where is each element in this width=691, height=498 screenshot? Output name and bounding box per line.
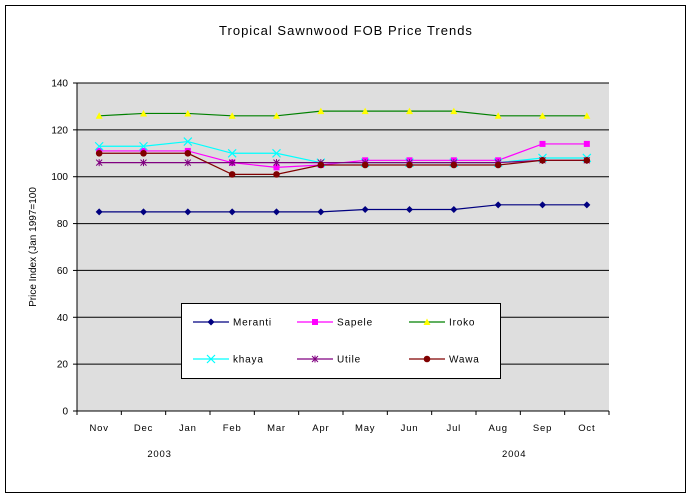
khaya-point [183,137,193,146]
khaya-point [272,148,281,158]
wawa-point [317,161,325,169]
meranti-point [539,201,546,209]
series-wawa [95,149,591,178]
wawa-point [184,149,192,157]
iroko-point [317,107,325,115]
utile-point [95,159,103,167]
utile-point [228,159,236,167]
x-tick-label: Mar [267,423,286,434]
year-labels: 2003 2004 [147,449,526,460]
meranti-point [95,208,103,216]
utile-point [184,159,192,167]
y-tick-label: 140 [51,79,68,90]
axes [73,82,610,415]
x-tick-label: Nov [90,423,109,434]
wawa-point [361,161,369,169]
y-tick-label: 20 [57,360,69,371]
iroko-point [184,109,192,117]
x-tick-label: May [355,423,375,434]
x-tick-label: Apr [312,423,329,434]
wawa-point [95,149,103,157]
x-tick-labels: Nov Dec Jan Feb Mar Apr May Jun Jul Aug Sep Oct [90,423,595,434]
iroko-point [494,112,502,119]
wawa-point [583,157,591,164]
x-tick-label: Jul [447,423,462,434]
x-tick-label: Dec [134,423,153,434]
y-tick-labels: 0 20 40 60 80 100 120 140 [51,79,68,418]
khaya-point [227,148,237,158]
meranti-point [361,206,369,214]
iroko-point [95,112,103,119]
y-tick-label: 40 [57,313,69,324]
iroko-point [361,107,369,115]
iroko-point [273,112,280,119]
year-label: 2003 [147,449,171,460]
iroko-point [228,112,236,119]
y-tick-label: 0 [62,407,68,418]
chart-title: Tropical Sawnwood FOB Price Trends [219,23,473,38]
x-tick-label: Aug [489,423,508,434]
iroko-point [140,109,147,117]
wawa-point [450,161,458,169]
iroko-line [99,110,587,117]
meranti-point [317,208,325,216]
utile-line [99,159,587,164]
khaya-point [139,141,148,151]
meranti-point [450,206,458,214]
series-group [94,107,592,216]
series-iroko [95,107,591,119]
legend [181,303,501,379]
wawa-point [273,171,280,178]
sapele-point [539,140,546,147]
iroko-point [406,107,413,115]
utile-point [140,159,147,167]
wawa-point [539,157,546,164]
wawa-point [140,149,147,157]
y-tick-label: 100 [51,172,68,183]
meranti-point [273,208,280,216]
x-tick-label: Feb [223,423,242,434]
meranti-point [494,201,502,209]
khaya-point [94,141,104,151]
x-tick-label: Jan [179,423,197,434]
iroko-point [539,112,546,119]
meranti-point [406,206,413,214]
meranti-point [184,208,192,216]
x-tick-label: Oct [578,423,595,434]
meranti-point [140,208,147,216]
x-tick-label: Sep [533,423,552,434]
x-tick-label: Jun [401,423,419,434]
y-tick-label: 120 [51,125,68,136]
wawa-point [228,171,236,178]
y-axis-label: Price Index (Jan 1997=100 [28,187,39,307]
wawa-line [99,152,587,175]
wawa-point [494,161,502,169]
meranti-point [583,201,591,209]
series-meranti [95,201,591,216]
sapele-point [583,140,590,147]
sapele-point [273,164,280,171]
y-tick-label: 80 [57,219,69,230]
iroko-point [583,112,591,119]
utile-point [273,159,280,167]
wawa-point [406,161,413,169]
meranti-line [99,204,587,213]
meranti-point [228,208,236,216]
iroko-point [450,107,458,115]
gridlines [77,82,609,365]
y-tick-label: 60 [57,266,69,277]
year-label: 2004 [502,449,526,460]
